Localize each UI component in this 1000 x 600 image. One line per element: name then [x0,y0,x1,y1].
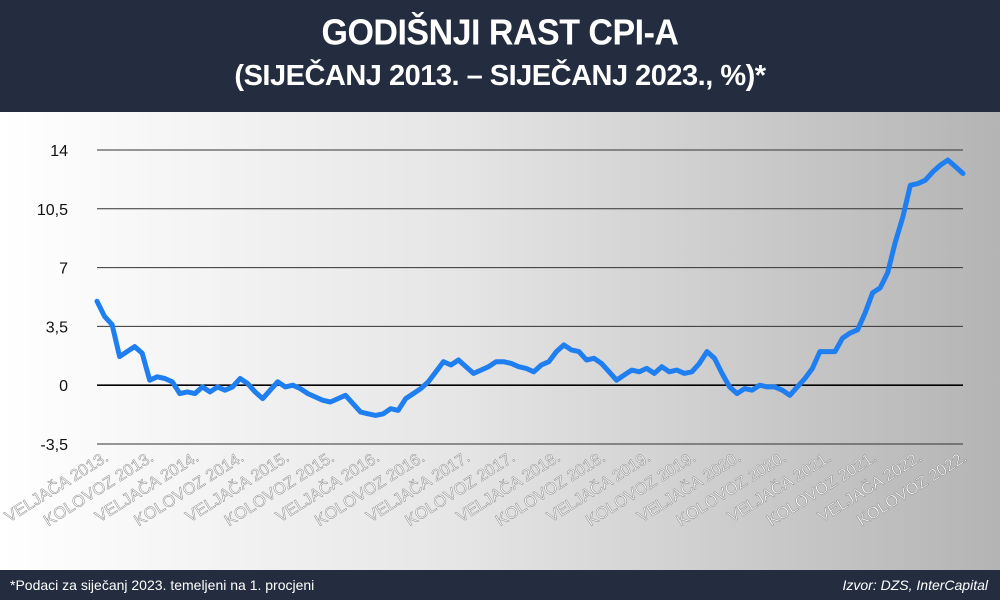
source-credit: Izvor: DZS, InterCapital [842,577,989,593]
plot-background [0,112,1000,570]
y-tick-label: -3,5 [40,437,68,454]
y-tick-label: 10,5 [37,202,68,219]
y-tick-label: 14 [50,143,68,160]
cpi-series-line [94,157,966,418]
chart-header: GODIŠNJI RAST CPI-A (SIJEČANJ 2013. – SI… [0,0,1000,112]
y-tick-label: 7 [59,261,68,278]
footnote: *Podaci za siječanj 2023. temeljeni na 1… [10,577,315,593]
y-tick-label: 0 [59,378,68,395]
y-tick-label: 3,5 [46,319,68,336]
chart-title: GODIŠNJI RAST CPI-A [321,13,679,53]
chart-footer: *Podaci za siječanj 2023. temeljeni na 1… [0,570,1000,600]
chart-subtitle: (SIJEČANJ 2013. – SIJEČANJ 2023., %)* [234,60,766,92]
